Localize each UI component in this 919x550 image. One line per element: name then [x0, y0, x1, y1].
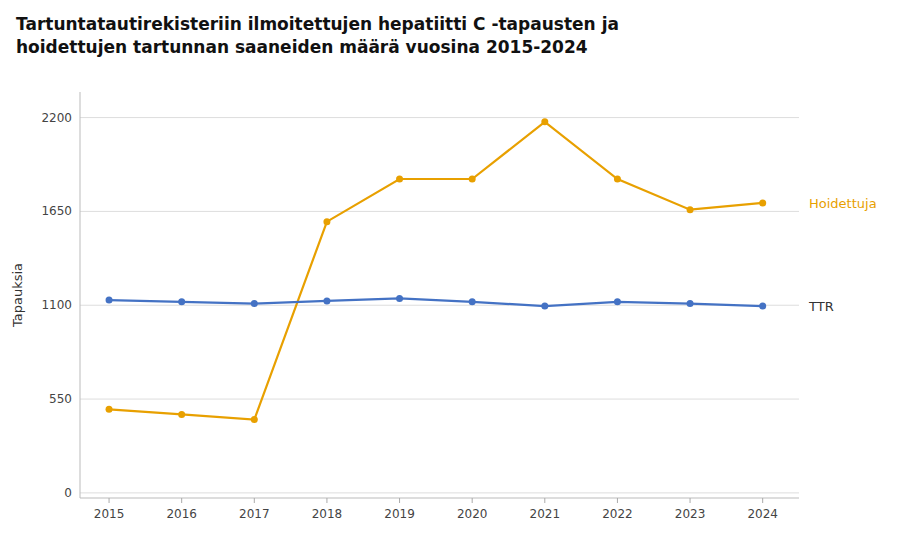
point: [759, 303, 766, 310]
grid-line: [80, 117, 799, 118]
x-tick-label: 2021: [530, 507, 561, 521]
series-label: TTR: [808, 299, 834, 314]
y-tick-label: 1650: [41, 204, 72, 218]
y-tick-label: 0: [64, 486, 72, 500]
y-tick-label: 2200: [41, 111, 72, 125]
chart: Tartuntatautirekisteriin ilmoitettujen h…: [0, 0, 919, 550]
point: [541, 303, 548, 310]
x-tick: [181, 498, 182, 503]
point: [759, 199, 766, 206]
point: [614, 298, 621, 305]
point: [323, 297, 330, 304]
point: [106, 406, 113, 413]
y-tick-label: 550: [49, 392, 72, 406]
x-tick-label: 2018: [312, 507, 343, 521]
title-line: Tartuntatautirekisteriin ilmoitettujen h…: [16, 14, 619, 34]
x-axis-line: [80, 498, 799, 499]
y-axis-line: [80, 92, 81, 498]
plot-area: [106, 118, 767, 423]
point: [251, 300, 258, 307]
grid-line: [80, 492, 799, 493]
x-tick: [690, 498, 691, 503]
point: [687, 300, 694, 307]
x-tick-label: 2016: [166, 507, 197, 521]
series-label: Hoidettuja: [809, 196, 877, 211]
series-line: [109, 298, 763, 306]
x-tick: [544, 498, 545, 503]
point: [251, 416, 258, 423]
series-line: [109, 122, 763, 420]
title-line: hoidettujen tartunnan saaneiden määrä vu…: [16, 37, 588, 57]
x-tick: [326, 498, 327, 503]
point: [614, 176, 621, 183]
point: [323, 218, 330, 225]
x-tick-label: 2017: [239, 507, 270, 521]
point: [469, 298, 476, 305]
x-tick: [472, 498, 473, 503]
point: [178, 411, 185, 418]
x-tick-label: 2023: [675, 507, 706, 521]
point: [541, 118, 548, 125]
point: [106, 297, 113, 304]
x-tick-label: 2015: [94, 507, 125, 521]
x-tick: [617, 498, 618, 503]
y-tick-label: 1100: [41, 298, 72, 312]
x-tick-label: 2024: [747, 507, 778, 521]
x-tick-label: 2020: [457, 507, 488, 521]
x-tick-label: 2022: [602, 507, 633, 521]
point: [396, 295, 403, 302]
point: [178, 298, 185, 305]
point: [687, 206, 694, 213]
x-tick: [109, 498, 110, 503]
title: Tartuntatautirekisteriin ilmoitettujen h…: [16, 14, 619, 57]
x-tick: [254, 498, 255, 503]
y-axis-label: Tapauksia: [10, 263, 25, 328]
point: [469, 176, 476, 183]
x-tick-label: 2019: [384, 507, 415, 521]
x-tick: [762, 498, 763, 503]
point: [396, 176, 403, 183]
x-tick: [399, 498, 400, 503]
grid-line: [80, 399, 799, 400]
